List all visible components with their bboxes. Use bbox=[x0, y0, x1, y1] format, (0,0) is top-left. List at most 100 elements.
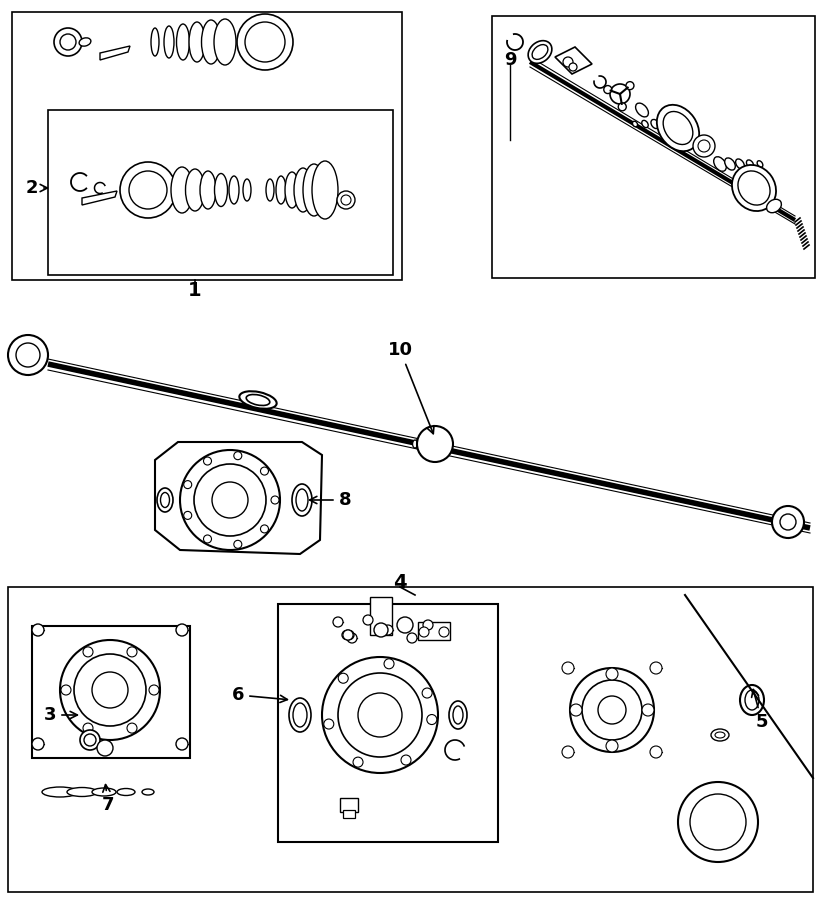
Ellipse shape bbox=[117, 788, 135, 796]
Ellipse shape bbox=[185, 169, 204, 211]
Circle shape bbox=[237, 14, 293, 70]
Circle shape bbox=[127, 647, 137, 657]
Circle shape bbox=[693, 135, 715, 157]
Circle shape bbox=[149, 685, 159, 695]
Ellipse shape bbox=[725, 158, 735, 170]
Circle shape bbox=[690, 794, 746, 850]
Circle shape bbox=[176, 738, 188, 750]
Ellipse shape bbox=[746, 160, 754, 168]
Circle shape bbox=[397, 617, 413, 633]
Circle shape bbox=[16, 343, 40, 367]
Circle shape bbox=[562, 662, 574, 674]
Circle shape bbox=[83, 647, 93, 657]
Circle shape bbox=[780, 514, 796, 530]
Bar bbox=[340, 798, 358, 812]
Ellipse shape bbox=[214, 19, 236, 65]
Text: 9: 9 bbox=[504, 51, 516, 69]
Circle shape bbox=[194, 464, 266, 536]
Ellipse shape bbox=[419, 436, 427, 452]
Ellipse shape bbox=[246, 394, 270, 406]
Ellipse shape bbox=[276, 176, 286, 204]
Circle shape bbox=[618, 103, 626, 111]
Circle shape bbox=[772, 506, 804, 538]
Circle shape bbox=[562, 746, 574, 758]
Ellipse shape bbox=[79, 38, 91, 46]
Polygon shape bbox=[100, 46, 130, 60]
Circle shape bbox=[563, 57, 573, 67]
Circle shape bbox=[650, 746, 662, 758]
Ellipse shape bbox=[229, 176, 239, 204]
Ellipse shape bbox=[294, 168, 312, 212]
Circle shape bbox=[417, 426, 453, 462]
Ellipse shape bbox=[171, 167, 193, 213]
Ellipse shape bbox=[449, 701, 467, 729]
Circle shape bbox=[343, 630, 353, 640]
Ellipse shape bbox=[651, 120, 659, 129]
Circle shape bbox=[245, 22, 285, 62]
Circle shape bbox=[322, 657, 438, 773]
Ellipse shape bbox=[736, 159, 744, 169]
Circle shape bbox=[606, 740, 618, 752]
Ellipse shape bbox=[453, 706, 463, 724]
Ellipse shape bbox=[293, 703, 307, 727]
Bar bbox=[492, 16, 815, 278]
Circle shape bbox=[363, 615, 373, 625]
Ellipse shape bbox=[160, 492, 170, 508]
Ellipse shape bbox=[289, 698, 311, 732]
Circle shape bbox=[83, 723, 93, 734]
Text: 3: 3 bbox=[44, 706, 77, 724]
Circle shape bbox=[582, 680, 642, 740]
Ellipse shape bbox=[766, 199, 781, 212]
Ellipse shape bbox=[657, 104, 700, 151]
Circle shape bbox=[341, 195, 351, 205]
Circle shape bbox=[407, 633, 417, 643]
Circle shape bbox=[203, 535, 212, 543]
Ellipse shape bbox=[164, 26, 174, 58]
Circle shape bbox=[61, 685, 71, 695]
Ellipse shape bbox=[285, 172, 299, 208]
Circle shape bbox=[234, 540, 242, 548]
Circle shape bbox=[260, 467, 268, 475]
Circle shape bbox=[60, 640, 160, 740]
Circle shape bbox=[427, 715, 437, 724]
Circle shape bbox=[338, 673, 348, 683]
Circle shape bbox=[422, 688, 432, 698]
Circle shape bbox=[383, 625, 393, 635]
Circle shape bbox=[678, 782, 758, 862]
Circle shape bbox=[642, 704, 654, 716]
Circle shape bbox=[92, 672, 128, 708]
Text: 2: 2 bbox=[26, 179, 48, 197]
Circle shape bbox=[84, 734, 96, 746]
Circle shape bbox=[129, 171, 167, 209]
Circle shape bbox=[203, 457, 212, 465]
Ellipse shape bbox=[142, 789, 154, 795]
Ellipse shape bbox=[243, 179, 251, 201]
Ellipse shape bbox=[292, 484, 312, 516]
Ellipse shape bbox=[92, 788, 116, 796]
Text: 4: 4 bbox=[393, 572, 407, 591]
Bar bbox=[48, 110, 393, 275]
Ellipse shape bbox=[200, 171, 216, 209]
Bar bbox=[418, 622, 450, 640]
Bar bbox=[32, 626, 190, 758]
Bar bbox=[8, 587, 813, 892]
Circle shape bbox=[650, 662, 662, 674]
Circle shape bbox=[604, 86, 611, 94]
Ellipse shape bbox=[633, 122, 638, 127]
Circle shape bbox=[338, 673, 422, 757]
Ellipse shape bbox=[714, 157, 727, 171]
Circle shape bbox=[570, 704, 582, 716]
Ellipse shape bbox=[412, 440, 417, 448]
Circle shape bbox=[598, 696, 626, 724]
Circle shape bbox=[358, 693, 402, 737]
Circle shape bbox=[606, 668, 618, 680]
Ellipse shape bbox=[425, 428, 444, 460]
Circle shape bbox=[323, 719, 334, 729]
Circle shape bbox=[333, 617, 343, 627]
Ellipse shape bbox=[176, 24, 189, 60]
Ellipse shape bbox=[642, 121, 649, 128]
Circle shape bbox=[32, 624, 44, 636]
Circle shape bbox=[569, 63, 577, 71]
Circle shape bbox=[32, 738, 44, 750]
Bar bbox=[370, 597, 392, 635]
